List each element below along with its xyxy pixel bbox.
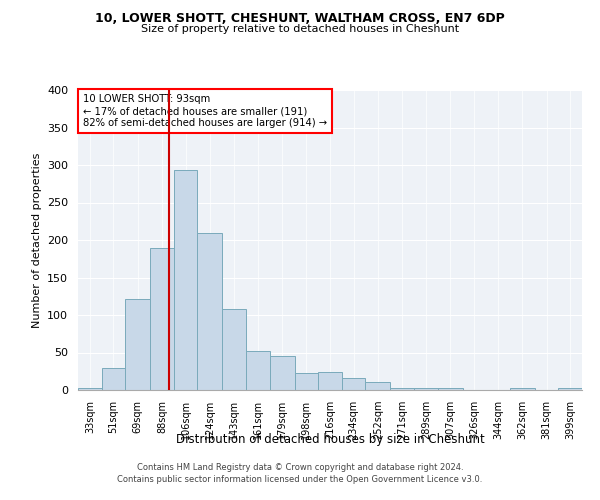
Bar xyxy=(150,248,174,390)
Bar xyxy=(365,382,391,390)
Text: Size of property relative to detached houses in Cheshunt: Size of property relative to detached ho… xyxy=(141,24,459,34)
Bar xyxy=(174,170,197,390)
Bar xyxy=(197,232,223,390)
Bar xyxy=(78,388,101,390)
Text: 10, LOWER SHOTT, CHESHUNT, WALTHAM CROSS, EN7 6DP: 10, LOWER SHOTT, CHESHUNT, WALTHAM CROSS… xyxy=(95,12,505,26)
Bar xyxy=(318,372,342,390)
Text: Contains HM Land Registry data © Crown copyright and database right 2024.: Contains HM Land Registry data © Crown c… xyxy=(137,464,463,472)
Bar xyxy=(391,388,414,390)
Bar xyxy=(559,388,582,390)
Bar xyxy=(269,356,295,390)
Bar xyxy=(295,373,318,390)
Text: 10 LOWER SHOTT: 93sqm
← 17% of detached houses are smaller (191)
82% of semi-det: 10 LOWER SHOTT: 93sqm ← 17% of detached … xyxy=(83,94,327,128)
Bar xyxy=(101,368,125,390)
Bar xyxy=(437,388,463,390)
Bar xyxy=(414,388,437,390)
Bar xyxy=(246,351,269,390)
Y-axis label: Number of detached properties: Number of detached properties xyxy=(32,152,41,328)
Bar xyxy=(223,309,246,390)
Text: Distribution of detached houses by size in Cheshunt: Distribution of detached houses by size … xyxy=(176,432,484,446)
Bar xyxy=(342,378,365,390)
Text: Contains public sector information licensed under the Open Government Licence v3: Contains public sector information licen… xyxy=(118,475,482,484)
Bar xyxy=(510,388,535,390)
Bar xyxy=(125,298,150,390)
